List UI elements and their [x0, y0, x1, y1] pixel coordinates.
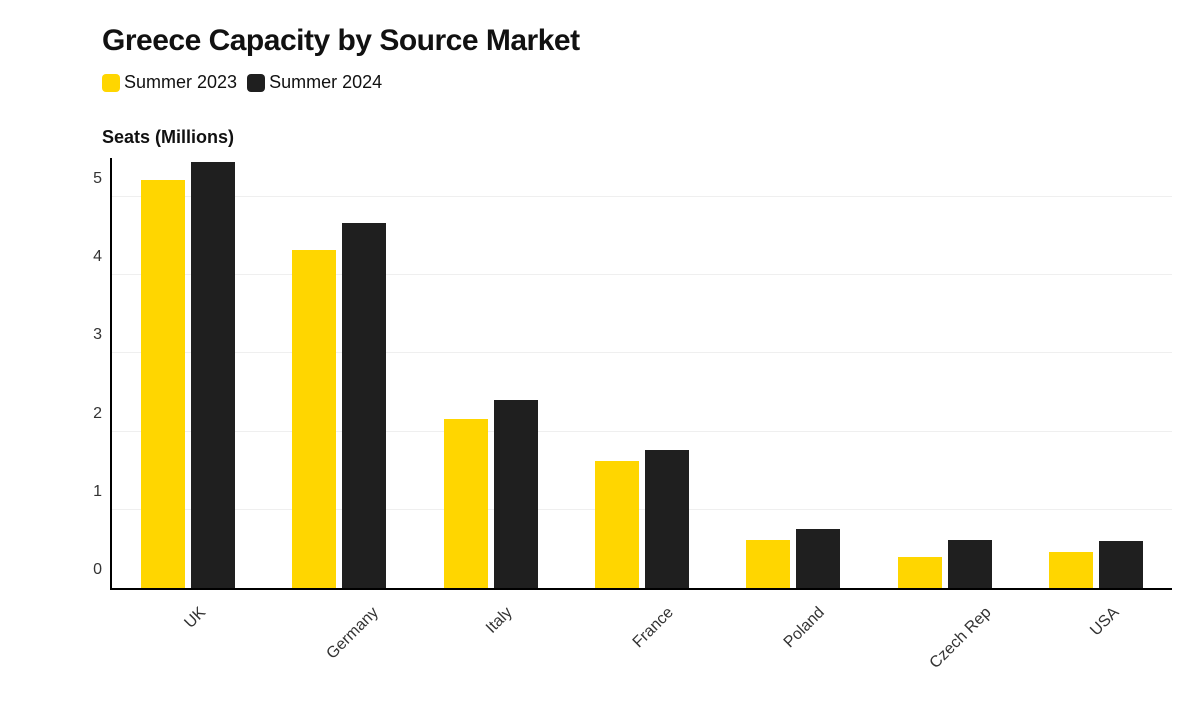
legend-item-0: Summer 2023 — [102, 72, 237, 93]
bar-group — [263, 158, 414, 588]
bar — [948, 540, 992, 588]
bar-group — [566, 158, 717, 588]
legend-swatch-1 — [247, 74, 265, 92]
x-label-cell: Czech Rep — [867, 590, 1018, 660]
bar — [796, 529, 840, 588]
x-label-cell: France — [564, 590, 715, 660]
x-label-cell: Poland — [716, 590, 867, 660]
x-label-cell: Germany — [261, 590, 412, 660]
bar — [292, 250, 336, 588]
y-tick-label: 1 — [93, 483, 112, 501]
legend-swatch-0 — [102, 74, 120, 92]
legend-item-1: Summer 2024 — [247, 72, 382, 93]
bar-group — [869, 158, 1020, 588]
x-tick-label: UK — [181, 604, 209, 632]
chart-container: Greece Capacity by Source Market Summer … — [0, 0, 1200, 711]
legend: Summer 2023 Summer 2024 — [102, 72, 1160, 93]
bar — [1049, 552, 1093, 588]
legend-label-0: Summer 2023 — [124, 72, 237, 93]
bar — [342, 223, 386, 588]
bar — [595, 461, 639, 588]
bar-group — [415, 158, 566, 588]
bar — [746, 540, 790, 588]
bar — [898, 557, 942, 588]
y-tick-label: 0 — [93, 561, 112, 579]
bar — [494, 400, 538, 588]
bar-groups — [112, 158, 1172, 588]
bar — [191, 162, 235, 588]
bar-group — [112, 158, 263, 588]
y-tick-label: 4 — [93, 248, 112, 266]
plot-area: 012345 — [110, 158, 1172, 590]
chart-title: Greece Capacity by Source Market — [102, 24, 1160, 58]
bar — [444, 419, 488, 588]
x-tick-label: France — [630, 604, 678, 652]
y-tick-label: 5 — [93, 170, 112, 188]
x-label-cell: UK — [110, 590, 261, 660]
bar-group — [718, 158, 869, 588]
x-tick-label: Germany — [323, 604, 382, 663]
x-tick-label: Italy — [482, 604, 515, 637]
legend-label-1: Summer 2024 — [269, 72, 382, 93]
bar — [141, 180, 185, 588]
x-label-cell: Italy — [413, 590, 564, 660]
y-tick-label: 3 — [93, 326, 112, 344]
x-axis-labels: UK Germany Italy France Poland Czech Rep USA — [110, 590, 1170, 660]
x-label-cell: USA — [1019, 590, 1170, 660]
bar — [645, 450, 689, 588]
y-tick-label: 2 — [93, 405, 112, 423]
bar-group — [1021, 158, 1172, 588]
y-axis-label: Seats (Millions) — [102, 127, 1160, 148]
x-tick-label: Czech Rep — [926, 604, 995, 673]
x-tick-label: Poland — [781, 604, 829, 652]
bar — [1099, 541, 1143, 588]
x-tick-label: USA — [1087, 604, 1123, 640]
